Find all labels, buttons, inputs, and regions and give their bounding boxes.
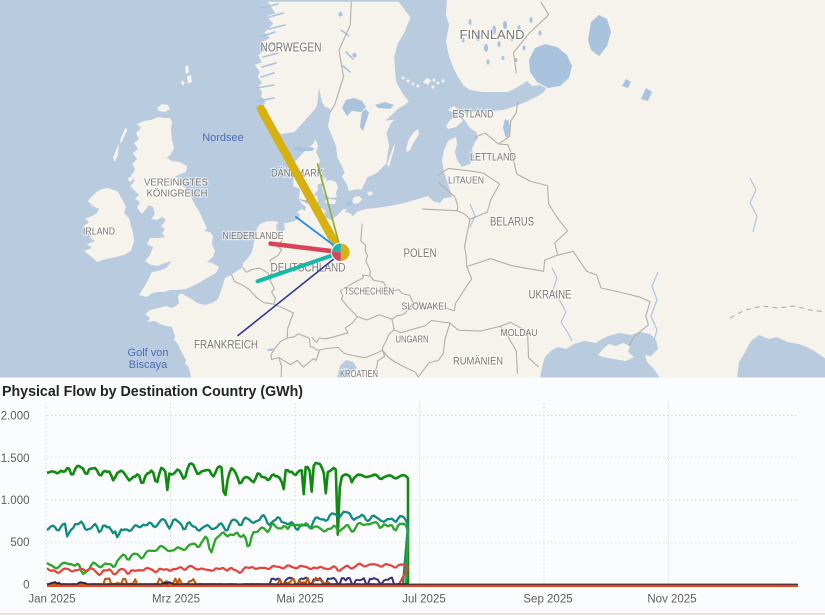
svg-text:Mrz 2025: Mrz 2025 bbox=[152, 594, 200, 606]
svg-text:Mai 2025: Mai 2025 bbox=[276, 594, 323, 606]
svg-text:UKRAINE: UKRAINE bbox=[529, 288, 572, 302]
svg-text:Biscaya: Biscaya bbox=[129, 359, 168, 371]
svg-text:Nordsee: Nordsee bbox=[202, 132, 244, 144]
svg-text:Physical Flow by Destination C: Physical Flow by Destination Country (GW… bbox=[2, 383, 303, 400]
svg-text:1.500: 1.500 bbox=[1, 453, 30, 465]
svg-text:Nov 2025: Nov 2025 bbox=[647, 594, 696, 606]
svg-text:Jan 2025: Jan 2025 bbox=[28, 594, 75, 606]
svg-text:KROATIEN: KROATIEN bbox=[340, 369, 378, 380]
svg-text:FINNLAND: FINNLAND bbox=[460, 28, 525, 42]
svg-text:Jul 2025: Jul 2025 bbox=[402, 594, 445, 606]
svg-text:2.000: 2.000 bbox=[1, 411, 30, 423]
svg-text:Golf von: Golf von bbox=[128, 347, 169, 359]
svg-text:NORWEGEN: NORWEGEN bbox=[261, 41, 322, 55]
svg-text:LETTLAND: LETTLAND bbox=[470, 152, 516, 164]
svg-text:SLOWAKEI: SLOWAKEI bbox=[402, 301, 447, 313]
svg-text:VEREINIGTES: VEREINIGTES bbox=[144, 177, 208, 189]
svg-text:TSCHECHIEN: TSCHECHIEN bbox=[344, 286, 394, 298]
svg-text:RUMÄNIEN: RUMÄNIEN bbox=[453, 356, 503, 368]
svg-text:ESTLAND: ESTLAND bbox=[453, 109, 494, 121]
svg-text:Sep 2025: Sep 2025 bbox=[523, 594, 572, 606]
svg-text:MOLDAU: MOLDAU bbox=[501, 328, 538, 339]
svg-text:1.000: 1.000 bbox=[1, 495, 30, 507]
svg-text:IRLAND: IRLAND bbox=[83, 226, 115, 238]
svg-text:NIEDERLANDE: NIEDERLANDE bbox=[223, 231, 284, 242]
svg-text:KÖNIGREICH: KÖNIGREICH bbox=[147, 188, 208, 200]
svg-text:UNGARN: UNGARN bbox=[396, 334, 429, 346]
svg-text:0: 0 bbox=[23, 580, 29, 592]
svg-text:POLEN: POLEN bbox=[404, 248, 437, 260]
svg-text:500: 500 bbox=[10, 537, 29, 549]
svg-text:BELARUS: BELARUS bbox=[490, 217, 534, 229]
svg-text:FRANKREICH: FRANKREICH bbox=[194, 338, 258, 352]
svg-text:LITAUEN: LITAUEN bbox=[448, 175, 484, 187]
